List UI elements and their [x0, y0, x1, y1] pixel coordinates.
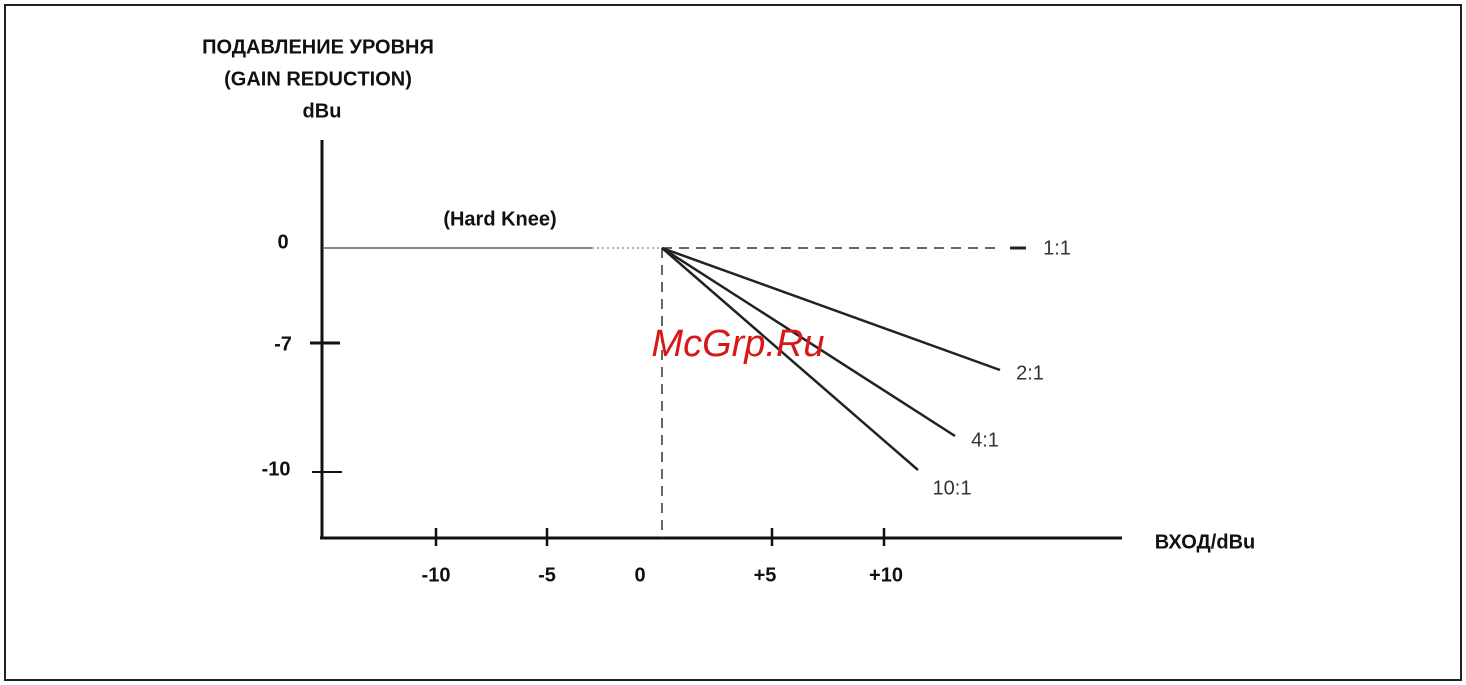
frame — [4, 4, 1462, 681]
x-axis-label: ВХОД/dBu — [1155, 531, 1255, 553]
ratio-label: 4:1 — [971, 429, 999, 451]
ratio-label: 1:1 — [1043, 237, 1071, 259]
x-ticks — [434, 528, 886, 546]
title-line: ПОДАВЛЕНИЕ УРОВНЯ — [202, 36, 434, 58]
y-tick-label: -7 — [274, 333, 292, 355]
x-tick-label: +5 — [754, 564, 777, 586]
ratio-label: 10:1 — [933, 477, 972, 499]
x-tick-label: -5 — [538, 564, 556, 586]
ratio-label: 2:1 — [1016, 362, 1044, 384]
y-tick-label: 0 — [277, 231, 288, 253]
x-tick-label: +10 — [869, 564, 903, 586]
ratio-line — [661, 246, 1001, 372]
watermark: McGrp.Ru — [651, 323, 824, 365]
x-tick-label: 0 — [634, 564, 645, 586]
ratio-line — [661, 246, 956, 438]
knee-label: (Hard Knee) — [443, 208, 556, 230]
y-tick-label: -10 — [262, 458, 291, 480]
x-tick-label: -10 — [422, 564, 451, 586]
title-line: (GAIN REDUCTION) — [224, 68, 412, 90]
ratio-line — [661, 247, 919, 471]
title-line: dBu — [303, 100, 342, 122]
